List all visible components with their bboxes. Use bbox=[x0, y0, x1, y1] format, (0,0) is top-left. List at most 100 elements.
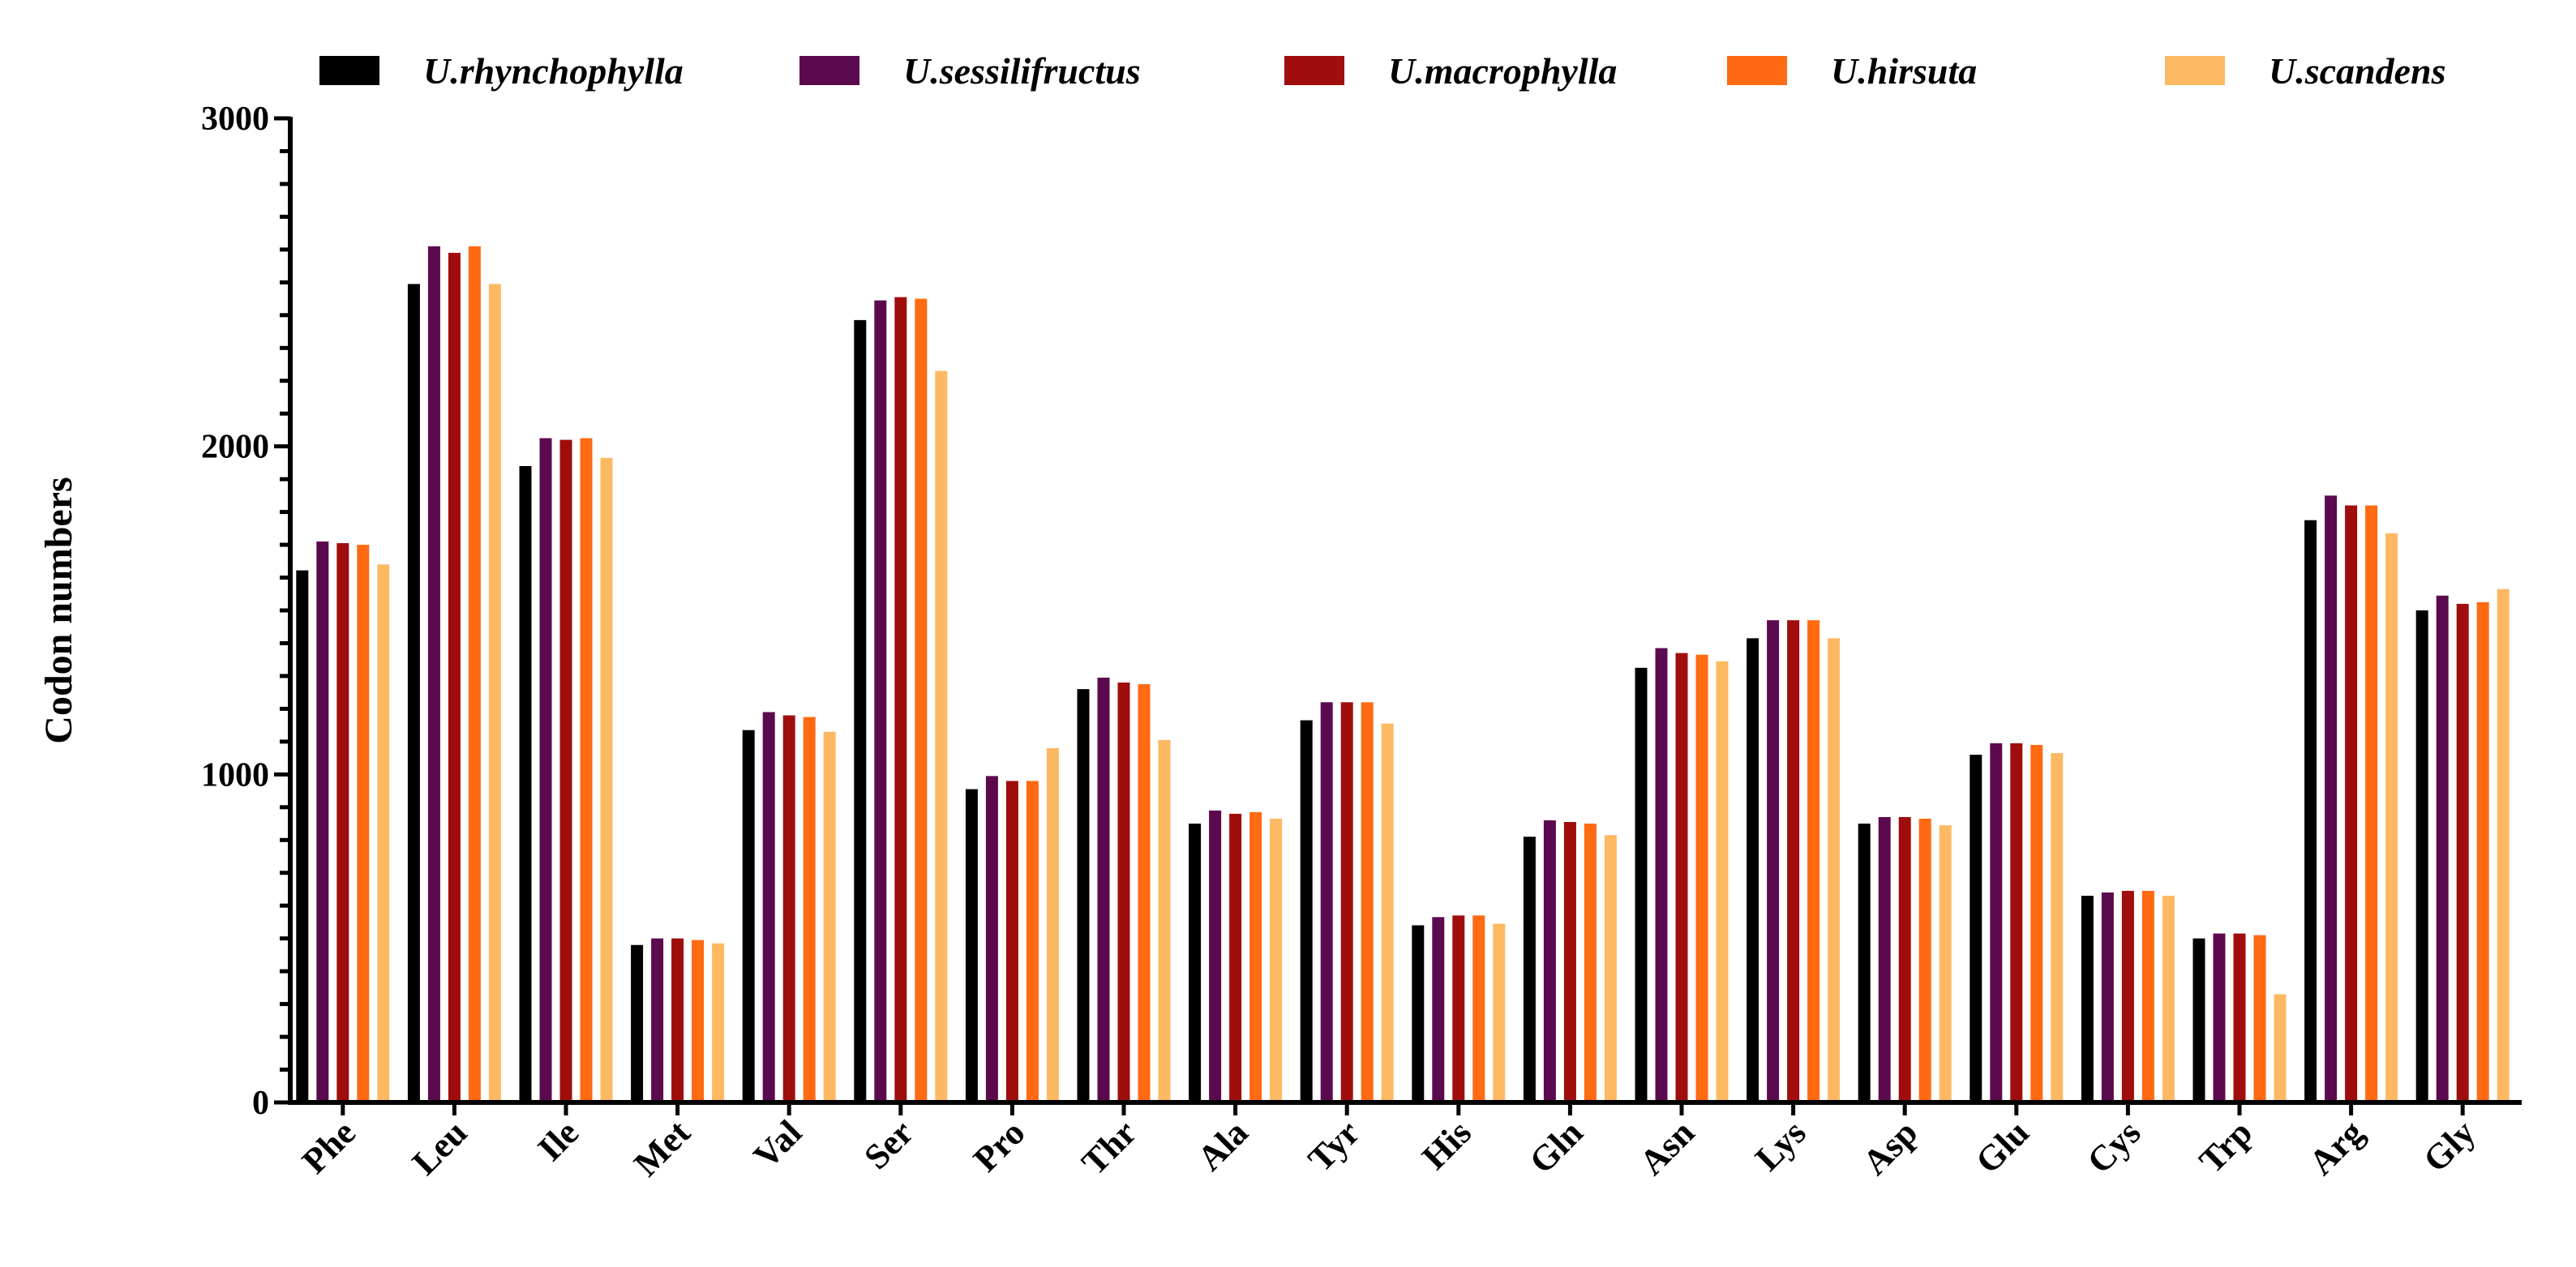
bar-phe-hirsuta bbox=[357, 545, 370, 1102]
legend-label: U.rhynchophylla bbox=[423, 50, 684, 92]
bar-val-hirsuta bbox=[803, 717, 816, 1102]
bar-group-thr bbox=[1077, 677, 1171, 1102]
bar-lys-sessilifructus bbox=[1767, 620, 1780, 1102]
bar-glu-hirsuta bbox=[2030, 744, 2043, 1102]
bar-asp-rhynchophylla bbox=[1858, 824, 1871, 1102]
legend: U.rhynchophylla U.sessilifructus U.macroph… bbox=[319, 50, 2446, 92]
bar-his-scandens bbox=[1493, 923, 1506, 1102]
x-tick-label: Gln bbox=[1522, 1112, 1591, 1181]
x-tick-label: Phe bbox=[294, 1112, 363, 1181]
x-tick-label: Lys bbox=[1747, 1112, 1813, 1178]
bar-phe-rhynchophylla bbox=[296, 570, 309, 1102]
x-tick-label: Glu bbox=[1968, 1112, 2037, 1181]
bar-ala-rhynchophylla bbox=[1189, 824, 1202, 1102]
bar-leu-sessilifructus bbox=[427, 246, 440, 1102]
legend-item: U.macrophylla bbox=[1284, 50, 1617, 92]
bar-cys-scandens bbox=[2162, 896, 2175, 1102]
x-tick-label: Tyr bbox=[1301, 1112, 1367, 1179]
bar-gln-hirsuta bbox=[1584, 824, 1597, 1102]
bar-group-gly bbox=[2415, 589, 2510, 1102]
legend-item: U.sessilifructus bbox=[799, 50, 1141, 92]
legend-item: U.hirsuta bbox=[1727, 50, 1977, 92]
bar-his-hirsuta bbox=[1472, 915, 1485, 1102]
bar-lys-hirsuta bbox=[1807, 620, 1820, 1102]
legend-swatch bbox=[319, 56, 379, 85]
y-tick-label: 1000 bbox=[201, 756, 269, 794]
x-tick-label: Cys bbox=[2080, 1112, 2149, 1181]
bar-tyr-rhynchophylla bbox=[1300, 720, 1313, 1102]
x-tick-label: Asp bbox=[1855, 1112, 1926, 1183]
bar-asp-hirsuta bbox=[1918, 818, 1931, 1102]
bar-ile-scandens bbox=[600, 457, 613, 1102]
x-tick-label: Ser bbox=[856, 1112, 921, 1177]
bar-thr-sessilifructus bbox=[1097, 677, 1110, 1102]
bar-group-glu bbox=[1970, 743, 2064, 1102]
bar-ile-macrophylla bbox=[559, 439, 572, 1102]
bar-his-macrophylla bbox=[1452, 915, 1465, 1102]
bar-ala-macrophylla bbox=[1229, 813, 1242, 1102]
bar-cys-sessilifructus bbox=[2101, 892, 2114, 1102]
bars bbox=[296, 246, 2510, 1103]
bar-group-lys bbox=[1747, 620, 1841, 1102]
bar-his-sessilifructus bbox=[1432, 917, 1445, 1102]
bar-asn-hirsuta bbox=[1695, 654, 1708, 1102]
bar-gly-rhynchophylla bbox=[2415, 610, 2428, 1102]
bar-phe-scandens bbox=[377, 564, 390, 1102]
bar-pro-scandens bbox=[1046, 747, 1059, 1102]
bar-lys-macrophylla bbox=[1787, 620, 1800, 1102]
bar-ser-sessilifructus bbox=[874, 300, 887, 1103]
legend-item: U.scandens bbox=[2165, 50, 2446, 92]
bar-lys-rhynchophylla bbox=[1747, 638, 1759, 1102]
legend-label: U.macrophylla bbox=[1388, 50, 1617, 92]
bar-met-rhynchophylla bbox=[631, 944, 644, 1102]
bar-val-macrophylla bbox=[782, 715, 795, 1102]
bar-group-asn bbox=[1635, 648, 1729, 1102]
x-tick-label: Thr bbox=[1074, 1112, 1145, 1183]
bar-group-ile bbox=[519, 438, 613, 1102]
bar-gly-macrophylla bbox=[2456, 603, 2469, 1102]
bar-gln-scandens bbox=[1604, 835, 1617, 1102]
legend-swatch bbox=[2165, 56, 2225, 85]
bar-asn-macrophylla bbox=[1675, 653, 1688, 1102]
bar-ile-hirsuta bbox=[580, 438, 593, 1102]
bar-group-asp bbox=[1858, 816, 1952, 1102]
bar-thr-hirsuta bbox=[1138, 684, 1151, 1102]
bar-cys-macrophylla bbox=[2121, 890, 2134, 1102]
bar-asn-sessilifructus bbox=[1655, 648, 1668, 1102]
bar-ala-sessilifructus bbox=[1209, 810, 1222, 1102]
bar-arg-hirsuta bbox=[2365, 505, 2378, 1102]
bar-group-pro bbox=[965, 747, 1059, 1102]
bar-tyr-sessilifructus bbox=[1320, 702, 1333, 1102]
bar-gly-sessilifructus bbox=[2436, 595, 2449, 1102]
bar-val-scandens bbox=[823, 731, 836, 1102]
bar-arg-scandens bbox=[2385, 533, 2398, 1102]
legend-swatch bbox=[799, 56, 859, 85]
bar-group-ala bbox=[1189, 810, 1283, 1102]
bar-ser-hirsuta bbox=[915, 298, 928, 1103]
bar-arg-macrophylla bbox=[2345, 505, 2358, 1102]
bar-group-gln bbox=[1523, 820, 1617, 1102]
bar-ser-macrophylla bbox=[894, 297, 907, 1102]
bar-tyr-hirsuta bbox=[1361, 702, 1374, 1102]
x-tick-label: Gly bbox=[2415, 1112, 2483, 1179]
bar-ser-rhynchophylla bbox=[854, 319, 867, 1102]
bar-trp-hirsuta bbox=[2253, 935, 2266, 1102]
bar-asn-rhynchophylla bbox=[1635, 667, 1648, 1102]
bar-leu-scandens bbox=[488, 284, 501, 1102]
bar-leu-rhynchophylla bbox=[407, 284, 420, 1102]
bar-leu-hirsuta bbox=[468, 246, 481, 1102]
bar-arg-sessilifructus bbox=[2325, 495, 2338, 1102]
legend-item: U.rhynchophylla bbox=[319, 50, 684, 92]
legend-swatch bbox=[1284, 56, 1344, 85]
bar-pro-rhynchophylla bbox=[965, 789, 978, 1102]
bar-ile-sessilifructus bbox=[539, 438, 552, 1102]
bar-phe-macrophylla bbox=[336, 543, 349, 1102]
bar-trp-scandens bbox=[2274, 994, 2287, 1102]
bar-his-rhynchophylla bbox=[1412, 925, 1425, 1102]
bar-tyr-macrophylla bbox=[1340, 702, 1353, 1102]
bar-group-his bbox=[1412, 915, 1506, 1102]
bar-group-phe bbox=[296, 541, 390, 1102]
bar-trp-rhynchophylla bbox=[2192, 938, 2205, 1102]
bar-trp-sessilifructus bbox=[2213, 933, 2226, 1102]
